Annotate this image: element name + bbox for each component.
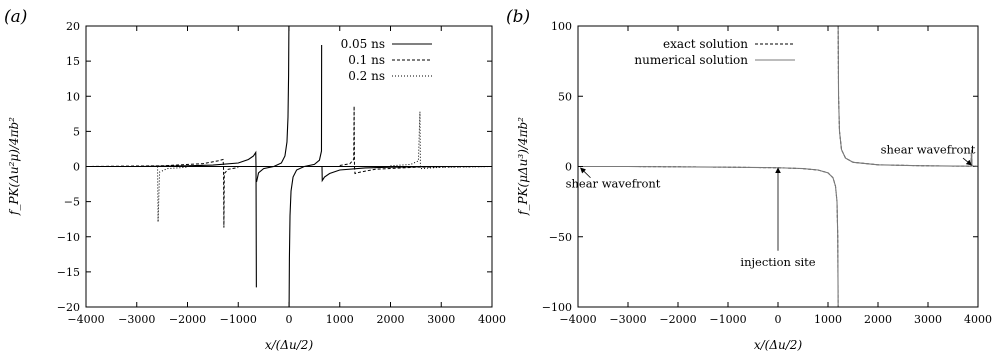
plot-frame-b	[577, 25, 979, 308]
annotation-arrow-b-2	[962, 157, 972, 166]
series-a-1-segment-0	[86, 158, 239, 228]
x-tick-label-a-3: −1000	[220, 313, 257, 326]
legend-label-a-0: 0.05 ns	[341, 37, 385, 51]
x-tick-label-b-6: 2000	[864, 313, 892, 326]
chart-panel-a: (a) −4000 −3000 −2000 −1000 0 1000 2000 3000 400…	[4, 7, 506, 352]
y-tick-label-b-0: −100	[542, 301, 572, 314]
axis-ticks-a: −4000 −3000 −2000 −1000 0 1000 2000 3000 4000 −20…	[57, 20, 506, 326]
annotation-label-b-0: shear wavefront	[566, 176, 661, 190]
chart-panel-b: (b) −4000 −3000 −2000 −1000 0 1000 2000 3000 400…	[506, 7, 992, 352]
y-tick-label-a-1: −15	[57, 266, 80, 279]
legend-a: 0.05 ns 0.1 ns 0.2 ns	[341, 37, 432, 83]
x-tick-label-a-8: 4000	[478, 313, 506, 326]
x-tick-label-a-2: −2000	[169, 313, 206, 326]
x-tick-label-b-8: 4000	[964, 313, 992, 326]
x-tick-label-b-5: 1000	[814, 313, 842, 326]
y-tick-label-b-3: 50	[558, 90, 572, 103]
series-b-1-segment-0	[583, 165, 839, 307]
legend-label-b-1: numerical solution	[634, 53, 748, 67]
series-a-0-segment-0	[86, 150, 257, 288]
series-a-0-segment-2	[288, 44, 323, 307]
y-tick-label-b-2: 0	[565, 161, 572, 174]
x-tick-label-b-3: −1000	[709, 313, 746, 326]
x-tick-label-a-5: 1000	[326, 313, 354, 326]
y-axis-label-b: f_PK(μΔu³)/4πb²	[516, 117, 530, 216]
series-a-0-segment-3	[321, 165, 492, 183]
y-tick-label-a-2: −10	[57, 231, 80, 244]
x-tick-label-a-1: −3000	[118, 313, 155, 326]
y-tick-label-a-0: −20	[57, 301, 80, 314]
x-tick-label-b-4: 0	[775, 313, 782, 326]
annotations-b: shear wavefront injection site shear wavef…	[566, 143, 976, 269]
y-tick-label-a-4: 0	[73, 161, 80, 174]
data-area-a	[86, 26, 492, 307]
panel-label-a: (a)	[4, 7, 27, 27]
y-tick-label-a-3: −5	[64, 196, 80, 209]
y-tick-label-b-1: −50	[549, 231, 572, 244]
series-a-2-segment-1	[390, 111, 492, 170]
y-tick-label-b-4: 100	[551, 20, 572, 33]
legend-b: exact solution numerical solution	[634, 37, 795, 67]
x-tick-label-b-2: −2000	[659, 313, 696, 326]
annotation-label-b-1: injection site	[740, 255, 815, 269]
legend-label-b-0: exact solution	[663, 37, 748, 51]
data-area-b	[583, 26, 978, 307]
x-tick-label-b-1: −3000	[609, 313, 646, 326]
panel-label-b: (b)	[506, 7, 530, 27]
legend-label-a-2: 0.2 ns	[348, 69, 385, 83]
x-tick-label-a-6: 2000	[377, 313, 405, 326]
series-a-1-segment-1	[339, 106, 492, 175]
annotation-arrow-b-0	[580, 167, 591, 179]
x-axis-label-a: x/(Δu/2)	[265, 338, 314, 352]
series-a-2-segment-0	[157, 166, 188, 223]
series-b-1-segment-1	[837, 26, 978, 168]
y-tick-label-a-7: 15	[66, 55, 80, 68]
annotation-label-b-2: shear wavefront	[881, 143, 976, 157]
y-axis-label-a: f_PK(Δu²μ)/4πb²	[7, 117, 21, 216]
y-tick-label-a-5: 5	[73, 125, 80, 138]
x-tick-label-b-0: −4000	[559, 313, 596, 326]
legend-label-a-1: 0.1 ns	[348, 53, 385, 67]
x-axis-label-b: x/(Δu/2)	[754, 338, 803, 352]
x-tick-label-b-7: 3000	[914, 313, 942, 326]
series-a-0-segment-1	[255, 26, 290, 183]
y-tick-label-a-6: 10	[66, 90, 80, 103]
x-tick-label-a-7: 3000	[427, 313, 455, 326]
plot-frame-a	[85, 25, 493, 308]
x-tick-label-a-4: 0	[286, 313, 293, 326]
x-tick-label-a-0: −4000	[67, 313, 104, 326]
axis-ticks-b: −4000 −3000 −2000 −1000 0 1000 2000 3000 4000−10…	[542, 20, 992, 326]
y-tick-label-a-8: 20	[66, 20, 80, 33]
